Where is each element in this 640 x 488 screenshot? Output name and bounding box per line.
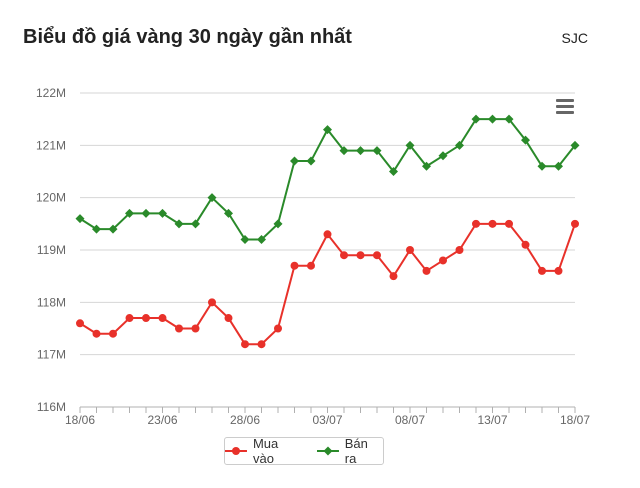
y-tick-label: 120M [36,191,66,205]
y-tick-label: 119M [37,243,66,257]
grid-lines [80,92,575,408]
data-point[interactable] [340,251,348,260]
data-point[interactable] [521,240,530,249]
data-point[interactable] [158,314,167,323]
data-point[interactable] [240,235,250,245]
x-tick-label: 08/07 [395,413,425,427]
chart-title: Biểu đồ giá vàng 30 ngày gần nhất [23,26,352,48]
series-markers [75,114,580,349]
x-axis: 18/06 23/06 28/06 03/07 08/07 13/07 18/07 [65,406,590,427]
x-tick-label: 28/06 [230,413,260,427]
y-tick-label: 118M [37,295,66,309]
data-point[interactable] [76,319,84,328]
data-point[interactable] [389,272,398,281]
data-point[interactable] [339,146,349,156]
data-point[interactable] [422,161,431,171]
chart-legend: Mua vào Bán ra [224,436,384,466]
data-point[interactable] [472,219,480,228]
data-point[interactable] [141,208,151,218]
y-tick-label: 122M [36,86,66,100]
data-point[interactable] [488,219,497,228]
y-axis-ticks: 116M 117M 118M 119M 120M 121M 122M [36,86,66,414]
legend-label-mua-vao: Mua vào [252,436,279,466]
data-point[interactable] [290,156,299,166]
data-point[interactable] [92,329,101,338]
data-point[interactable] [554,161,563,171]
data-point[interactable] [92,224,101,234]
data-point[interactable] [356,251,365,260]
x-tick-label: 18/07 [560,413,590,427]
data-point[interactable] [323,230,332,239]
data-point[interactable] [537,161,547,171]
data-point[interactable] [323,125,332,135]
data-point[interactable] [521,135,530,145]
series-line-1 [79,118,576,241]
data-point[interactable] [174,219,184,229]
data-point[interactable] [570,140,580,150]
data-point[interactable] [109,329,117,338]
data-point[interactable] [175,324,183,333]
data-point[interactable] [439,256,447,265]
data-point[interactable] [356,146,365,156]
data-point[interactable] [207,193,217,203]
series-line-0 [79,222,576,346]
hamburger-menu-icon[interactable] [554,98,576,116]
y-tick-label: 117M [37,348,66,362]
data-point[interactable] [241,340,249,349]
data-point[interactable] [273,219,283,229]
x-tick-label: 13/07 [477,413,507,427]
line-chart: 116M 117M 118M 119M 120M 121M 122M 18/06 23/06 2… [36,86,590,427]
data-point[interactable] [372,146,382,156]
legend-label-ban-ra: Bán ra [344,436,368,466]
x-tick-label: 03/07 [312,413,342,427]
data-point[interactable] [125,208,134,218]
data-point[interactable] [125,314,134,323]
data-point[interactable] [108,224,118,234]
data-point[interactable] [538,266,546,275]
x-tick-label: 18/06 [65,413,95,427]
green-diamond-marker-icon [316,446,339,456]
data-point[interactable] [455,140,464,150]
data-point[interactable] [406,246,414,254]
data-point[interactable] [75,214,85,224]
data-point[interactable] [505,219,513,228]
data-point[interactable] [257,340,266,349]
data-point[interactable] [224,314,233,323]
data-point[interactable] [488,114,497,124]
data-point[interactable] [438,151,448,161]
red-circle-marker-icon [225,447,247,455]
data-point[interactable] [142,314,150,323]
data-point[interactable] [274,324,282,333]
data-point[interactable] [191,324,200,333]
data-point[interactable] [455,246,464,254]
chart-header: Biểu đồ giá vàng 30 ngày gần nhất SJC [0,0,640,70]
data-point[interactable] [224,208,233,218]
data-point[interactable] [290,261,299,270]
data-point[interactable] [571,219,579,228]
y-tick-label: 121M [36,138,66,152]
data-point[interactable] [405,140,415,150]
legend-item-ban-ra[interactable]: Bán ra [316,436,383,466]
data-point[interactable] [554,266,563,275]
data-point[interactable] [191,219,200,229]
data-point[interactable] [389,167,398,176]
x-tick-label: 23/06 [147,413,177,427]
data-point[interactable] [471,114,481,124]
data-point[interactable] [504,114,514,124]
data-point[interactable] [257,235,266,245]
data-point[interactable] [307,261,315,270]
legend-item-mua-vao[interactable]: Mua vào [225,436,303,466]
chart-area: 116M 117M 118M 119M 120M 121M 122M 18/06 23/06 2… [0,70,640,483]
data-point[interactable] [306,156,316,166]
data-point[interactable] [373,251,381,260]
y-tick-label: 116M [37,400,66,414]
data-point[interactable] [158,208,167,218]
data-point[interactable] [208,298,216,307]
data-point[interactable] [422,266,431,275]
source-label: SJC [561,30,588,46]
